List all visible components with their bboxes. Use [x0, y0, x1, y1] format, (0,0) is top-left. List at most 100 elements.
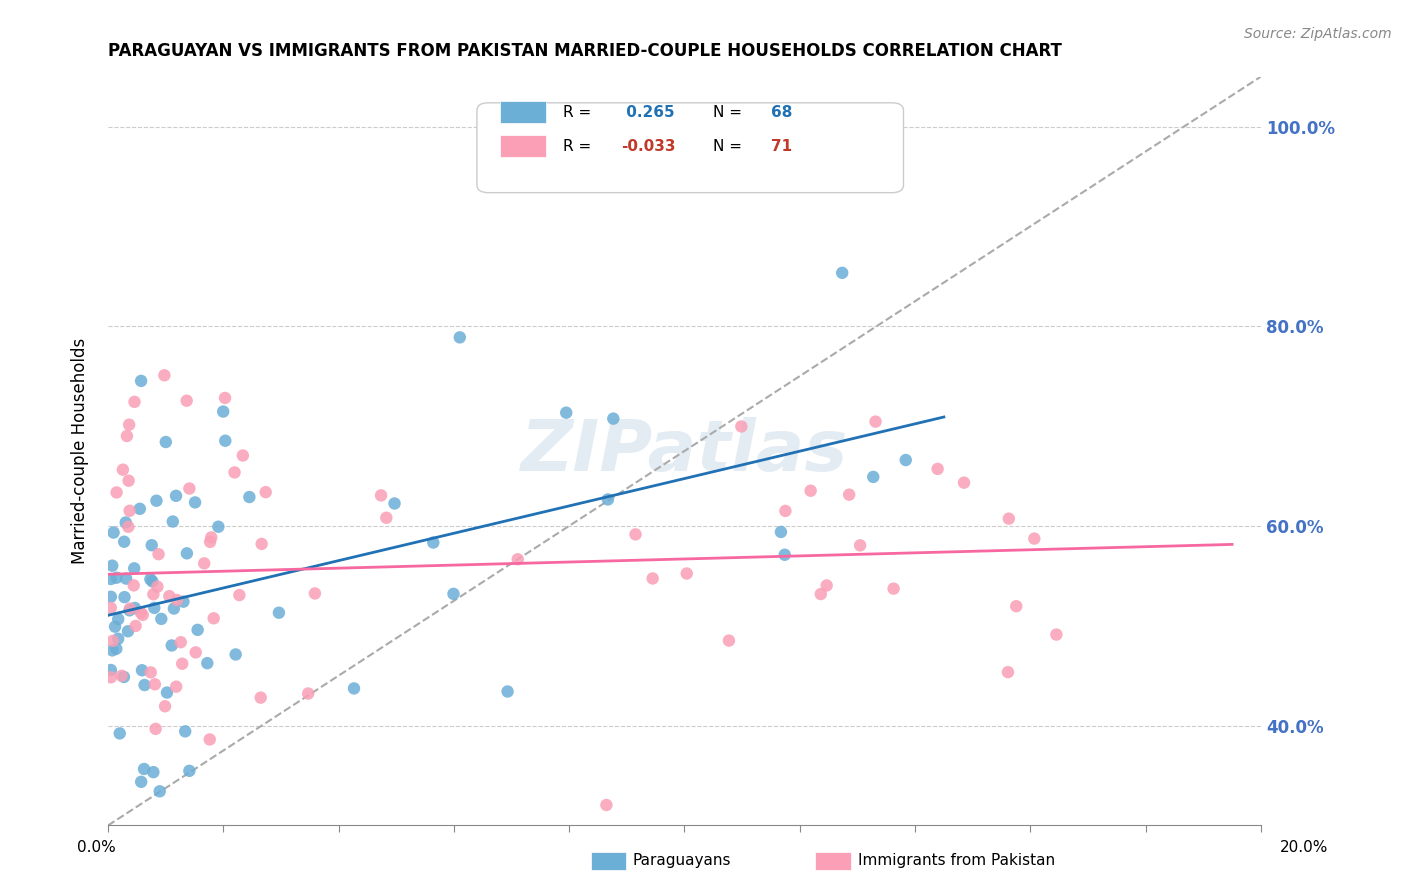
Text: N =: N =: [713, 105, 747, 120]
Point: [166, 593, 188, 607]
Point: [1005, 599, 1028, 614]
Point: [927, 462, 949, 476]
Point: [730, 419, 752, 434]
Point: [115, 572, 138, 586]
Point: [141, 538, 163, 552]
Point: [112, 534, 135, 549]
Point: [1045, 627, 1067, 641]
Point: [107, 632, 129, 646]
Point: [555, 406, 578, 420]
Point: [250, 537, 273, 551]
Point: [100, 663, 122, 677]
Point: [117, 520, 139, 534]
Point: [143, 677, 166, 691]
Point: [117, 624, 139, 639]
Point: [249, 690, 271, 705]
Point: [207, 519, 229, 533]
Point: [101, 643, 124, 657]
Point: [160, 639, 183, 653]
Text: PARAGUAYAN VS IMMIGRANTS FROM PAKISTAN MARRIED-COUPLE HOUSEHOLDS CORRELATION CHA: PARAGUAYAN VS IMMIGRANTS FROM PAKISTAN M…: [108, 42, 1062, 60]
Point: [184, 495, 207, 509]
Bar: [501, 135, 546, 158]
Point: [107, 612, 129, 626]
Point: [214, 434, 236, 448]
Point: [101, 558, 124, 573]
Point: [108, 726, 131, 740]
Point: [103, 525, 125, 540]
Point: [815, 578, 838, 592]
Point: [148, 547, 170, 561]
Point: [862, 470, 884, 484]
Point: [100, 601, 122, 615]
Point: [238, 490, 260, 504]
Point: [998, 511, 1021, 525]
Point: [773, 548, 796, 562]
Point: [118, 603, 141, 617]
Point: [214, 391, 236, 405]
Point: [1024, 532, 1046, 546]
Point: [122, 561, 145, 575]
Text: Paraguayans: Paraguayans: [633, 854, 731, 868]
Point: [304, 586, 326, 600]
Point: [894, 453, 917, 467]
Point: [114, 590, 136, 604]
Point: [997, 665, 1019, 680]
Point: [228, 588, 250, 602]
Point: [100, 572, 122, 586]
Point: [129, 606, 152, 620]
Point: [153, 699, 176, 714]
Text: R =: R =: [564, 139, 596, 153]
Point: [139, 665, 162, 680]
Point: [100, 670, 122, 684]
Point: [139, 572, 162, 586]
Point: [953, 475, 976, 490]
Text: N =: N =: [713, 139, 747, 153]
Point: [800, 483, 823, 498]
Text: 20.0%: 20.0%: [1281, 840, 1329, 855]
Point: [384, 496, 406, 510]
Point: [202, 611, 225, 625]
Point: [105, 571, 128, 585]
Point: [297, 687, 319, 701]
Point: [114, 516, 136, 530]
Point: [105, 641, 128, 656]
Point: [595, 797, 617, 812]
Point: [267, 606, 290, 620]
Point: [165, 489, 187, 503]
Point: [124, 394, 146, 409]
Point: [449, 330, 471, 344]
Point: [118, 504, 141, 518]
Text: R =: R =: [564, 105, 596, 120]
Point: [157, 589, 180, 603]
Point: [831, 266, 853, 280]
Point: [179, 764, 201, 778]
Text: 71: 71: [770, 139, 792, 153]
Point: [112, 670, 135, 684]
Text: ZIPatlas: ZIPatlas: [520, 417, 848, 485]
Point: [195, 656, 218, 670]
Point: [172, 657, 194, 671]
Point: [443, 587, 465, 601]
Point: [115, 429, 138, 443]
Point: [225, 648, 247, 662]
Point: [163, 601, 186, 615]
Point: [117, 474, 139, 488]
Point: [596, 492, 619, 507]
Point: [156, 685, 179, 699]
Point: [865, 415, 887, 429]
Point: [104, 620, 127, 634]
Point: [224, 466, 246, 480]
Point: [200, 530, 222, 544]
Text: Source: ZipAtlas.com: Source: ZipAtlas.com: [1244, 27, 1392, 41]
Point: [506, 552, 529, 566]
Point: [100, 590, 122, 604]
Point: [184, 645, 207, 659]
Point: [141, 574, 163, 589]
Point: [370, 488, 392, 502]
Point: [122, 578, 145, 592]
Point: [496, 684, 519, 698]
Point: [162, 515, 184, 529]
Point: [193, 557, 215, 571]
Point: [232, 449, 254, 463]
Point: [118, 601, 141, 615]
